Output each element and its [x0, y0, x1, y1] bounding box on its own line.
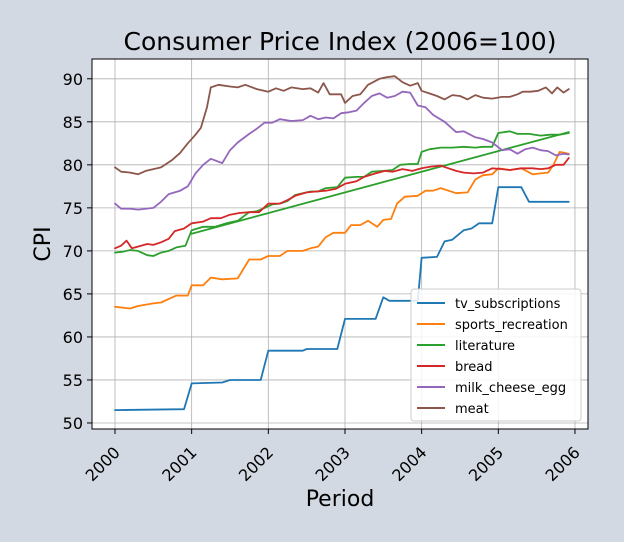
legend-label: bread — [455, 360, 493, 375]
y-axis-label: CPI — [31, 226, 56, 261]
chart-title: Consumer Price Index (2006=100) — [124, 27, 557, 56]
y-tick-label: 55 — [63, 371, 83, 390]
x-tick-label: 2002 — [235, 443, 277, 485]
legend-label: sports_recreation — [455, 318, 568, 333]
x-tick-label: 2001 — [158, 443, 200, 485]
y-tick-label: 90 — [63, 70, 83, 89]
y-axis: 50 55 60 65 70 75 80 85 90 — [63, 70, 92, 433]
y-tick-label: 85 — [63, 113, 83, 132]
series-line-bread — [114, 157, 570, 250]
series-line-meat — [114, 75, 570, 176]
y-tick-label: 50 — [63, 414, 83, 433]
y-tick-label: 70 — [63, 242, 83, 261]
legend-box — [410, 288, 582, 422]
x-axis-label: Period — [306, 487, 375, 512]
legend: tv_subscriptions sports_recreationliterat… — [410, 288, 582, 422]
series-layer — [114, 75, 570, 412]
legend-label: literature — [455, 339, 515, 354]
x-tick-label: 2003 — [312, 443, 354, 485]
legend-label: milk_cheese_egg — [455, 381, 566, 396]
x-tick-label: 2000 — [82, 443, 124, 485]
x-tick-label: 2005 — [465, 443, 507, 485]
legend-label: tv_subscriptions — [455, 297, 561, 312]
y-tick-label: 65 — [63, 285, 83, 304]
y-tick-label: 60 — [63, 328, 83, 347]
x-axis: 2000 2001 2002 2003 2004 2005 2006 — [82, 429, 584, 485]
legend-label: meat — [455, 402, 489, 417]
series-line-milk-cheese-egg — [114, 90, 570, 211]
x-tick-label: 2004 — [388, 443, 430, 485]
y-tick-label: 75 — [63, 199, 83, 218]
x-tick-label: 2006 — [542, 443, 584, 485]
series-line-literature — [114, 130, 570, 257]
y-tick-label: 80 — [63, 156, 83, 175]
series-line-tv-subscriptions — [114, 186, 570, 412]
plot-frame — [91, 58, 589, 430]
